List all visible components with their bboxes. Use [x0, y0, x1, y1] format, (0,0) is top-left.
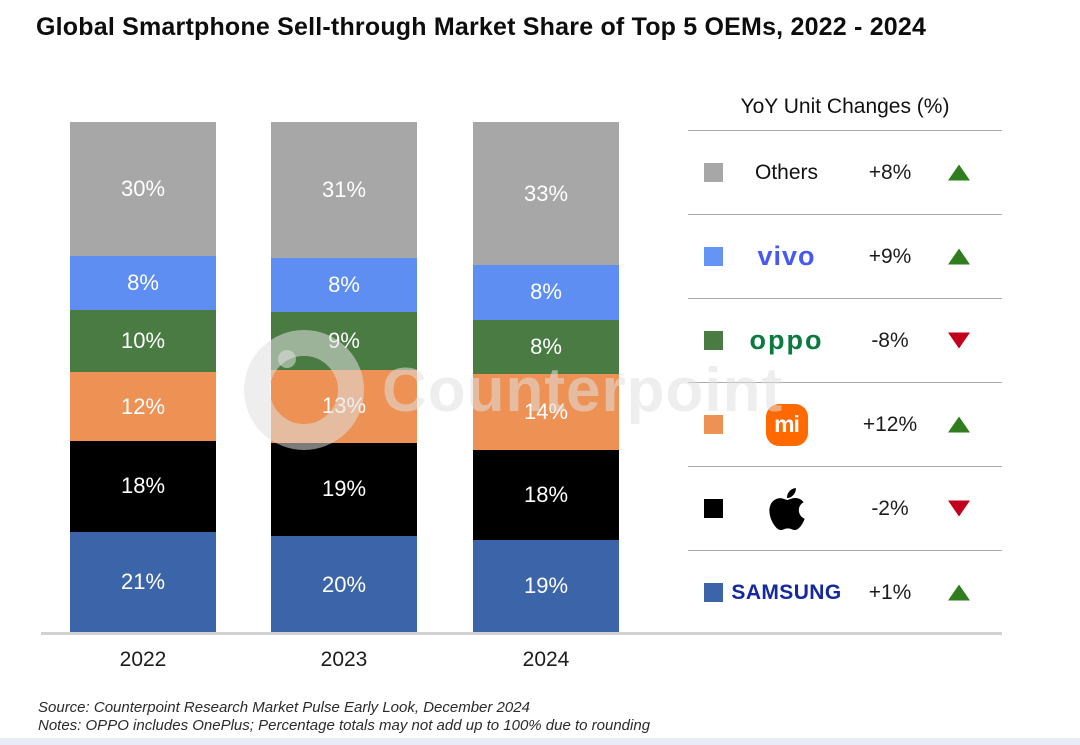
bar-segment-samsung: 21% [70, 531, 216, 633]
apple-logo-icon [768, 487, 805, 530]
oppo-logo: oppo [749, 325, 824, 355]
yoy-legend-panel: YoY Unit Changes (%) Others +8% vivo +9%… [688, 84, 1002, 634]
legend-swatch [704, 331, 723, 350]
vivo-logo: vivo [757, 241, 816, 271]
legend-row-others: Others +8% [688, 130, 1002, 214]
xiaomi-logo-icon: mi [765, 403, 808, 446]
notes-line: Notes: OPPO includes OnePlus; Percentage… [38, 717, 651, 734]
legend-row-xiaomi: mi +12% [688, 382, 1002, 466]
legend-swatch [704, 583, 723, 602]
bar-segment-vivo: 8% [70, 255, 216, 311]
up-triangle-icon [948, 248, 970, 265]
legend-row-oppo: oppo -8% [688, 298, 1002, 382]
legend-swatch [704, 247, 723, 266]
bar-2023: 20% 19% 13% 9% 8% 31% [271, 121, 417, 633]
bottom-accent-strip [0, 738, 1080, 745]
yoy-change-value: -8% [871, 328, 909, 352]
chart-title: Global Smartphone Sell-through Market Sh… [36, 13, 927, 41]
x-axis-label-2022: 2022 [119, 648, 167, 671]
legend-row-apple: -2% [688, 466, 1002, 550]
bar-segment-apple: 19% [271, 442, 417, 536]
legend-swatch [704, 499, 723, 518]
bar-segment-apple: 18% [70, 441, 216, 532]
legend-swatch [704, 415, 723, 434]
bar-segment-samsung: 20% [271, 536, 417, 633]
bar-segment-samsung: 19% [473, 539, 619, 633]
legend-row-vivo: vivo +9% [688, 214, 1002, 298]
legend-title: YoY Unit Changes (%) [740, 95, 950, 118]
legend-row-samsung: SAMSUNG +1% [688, 550, 1002, 634]
bar-segment-xiaomi: 14% [473, 373, 619, 450]
bar-segment-others: 31% [271, 121, 417, 259]
bar-segment-oppo: 8% [473, 319, 619, 374]
up-triangle-icon [948, 584, 970, 601]
bar-segment-vivo: 8% [271, 258, 417, 313]
yoy-change-value: +12% [862, 412, 918, 436]
bar-segment-oppo: 9% [271, 312, 417, 371]
down-triangle-icon [948, 332, 970, 349]
others-label: Others [754, 160, 819, 184]
legend-swatch [704, 163, 723, 182]
down-triangle-icon [948, 500, 970, 517]
up-triangle-icon [948, 164, 970, 181]
source-notes: Source: Counterpoint Research Market Pul… [38, 699, 650, 735]
x-axis-label-2023: 2023 [320, 648, 368, 671]
yoy-change-value: -2% [871, 496, 909, 520]
bar-segment-xiaomi: 13% [271, 370, 417, 443]
bar-2024: 19% 18% 14% 8% 8% 33% [473, 121, 619, 633]
yoy-change-value: +8% [868, 160, 912, 184]
up-triangle-icon [948, 416, 970, 433]
source-line: Source: Counterpoint Research Market Pul… [38, 699, 530, 716]
yoy-change-value: +1% [868, 580, 912, 604]
samsung-logo: SAMSUNG [731, 580, 842, 604]
bar-segment-others: 30% [70, 122, 216, 256]
x-axis-baseline [41, 632, 1002, 635]
x-axis-label-2024: 2024 [522, 648, 570, 671]
yoy-change-value: +9% [868, 244, 912, 268]
bar-2022: 21% 18% 12% 10% 8% 30% [70, 122, 216, 633]
bar-segment-apple: 18% [473, 449, 619, 540]
bar-segment-others: 33% [473, 121, 619, 266]
bar-segment-xiaomi: 12% [70, 372, 216, 442]
bar-segment-vivo: 8% [473, 265, 619, 320]
bar-segment-oppo: 10% [70, 310, 216, 373]
